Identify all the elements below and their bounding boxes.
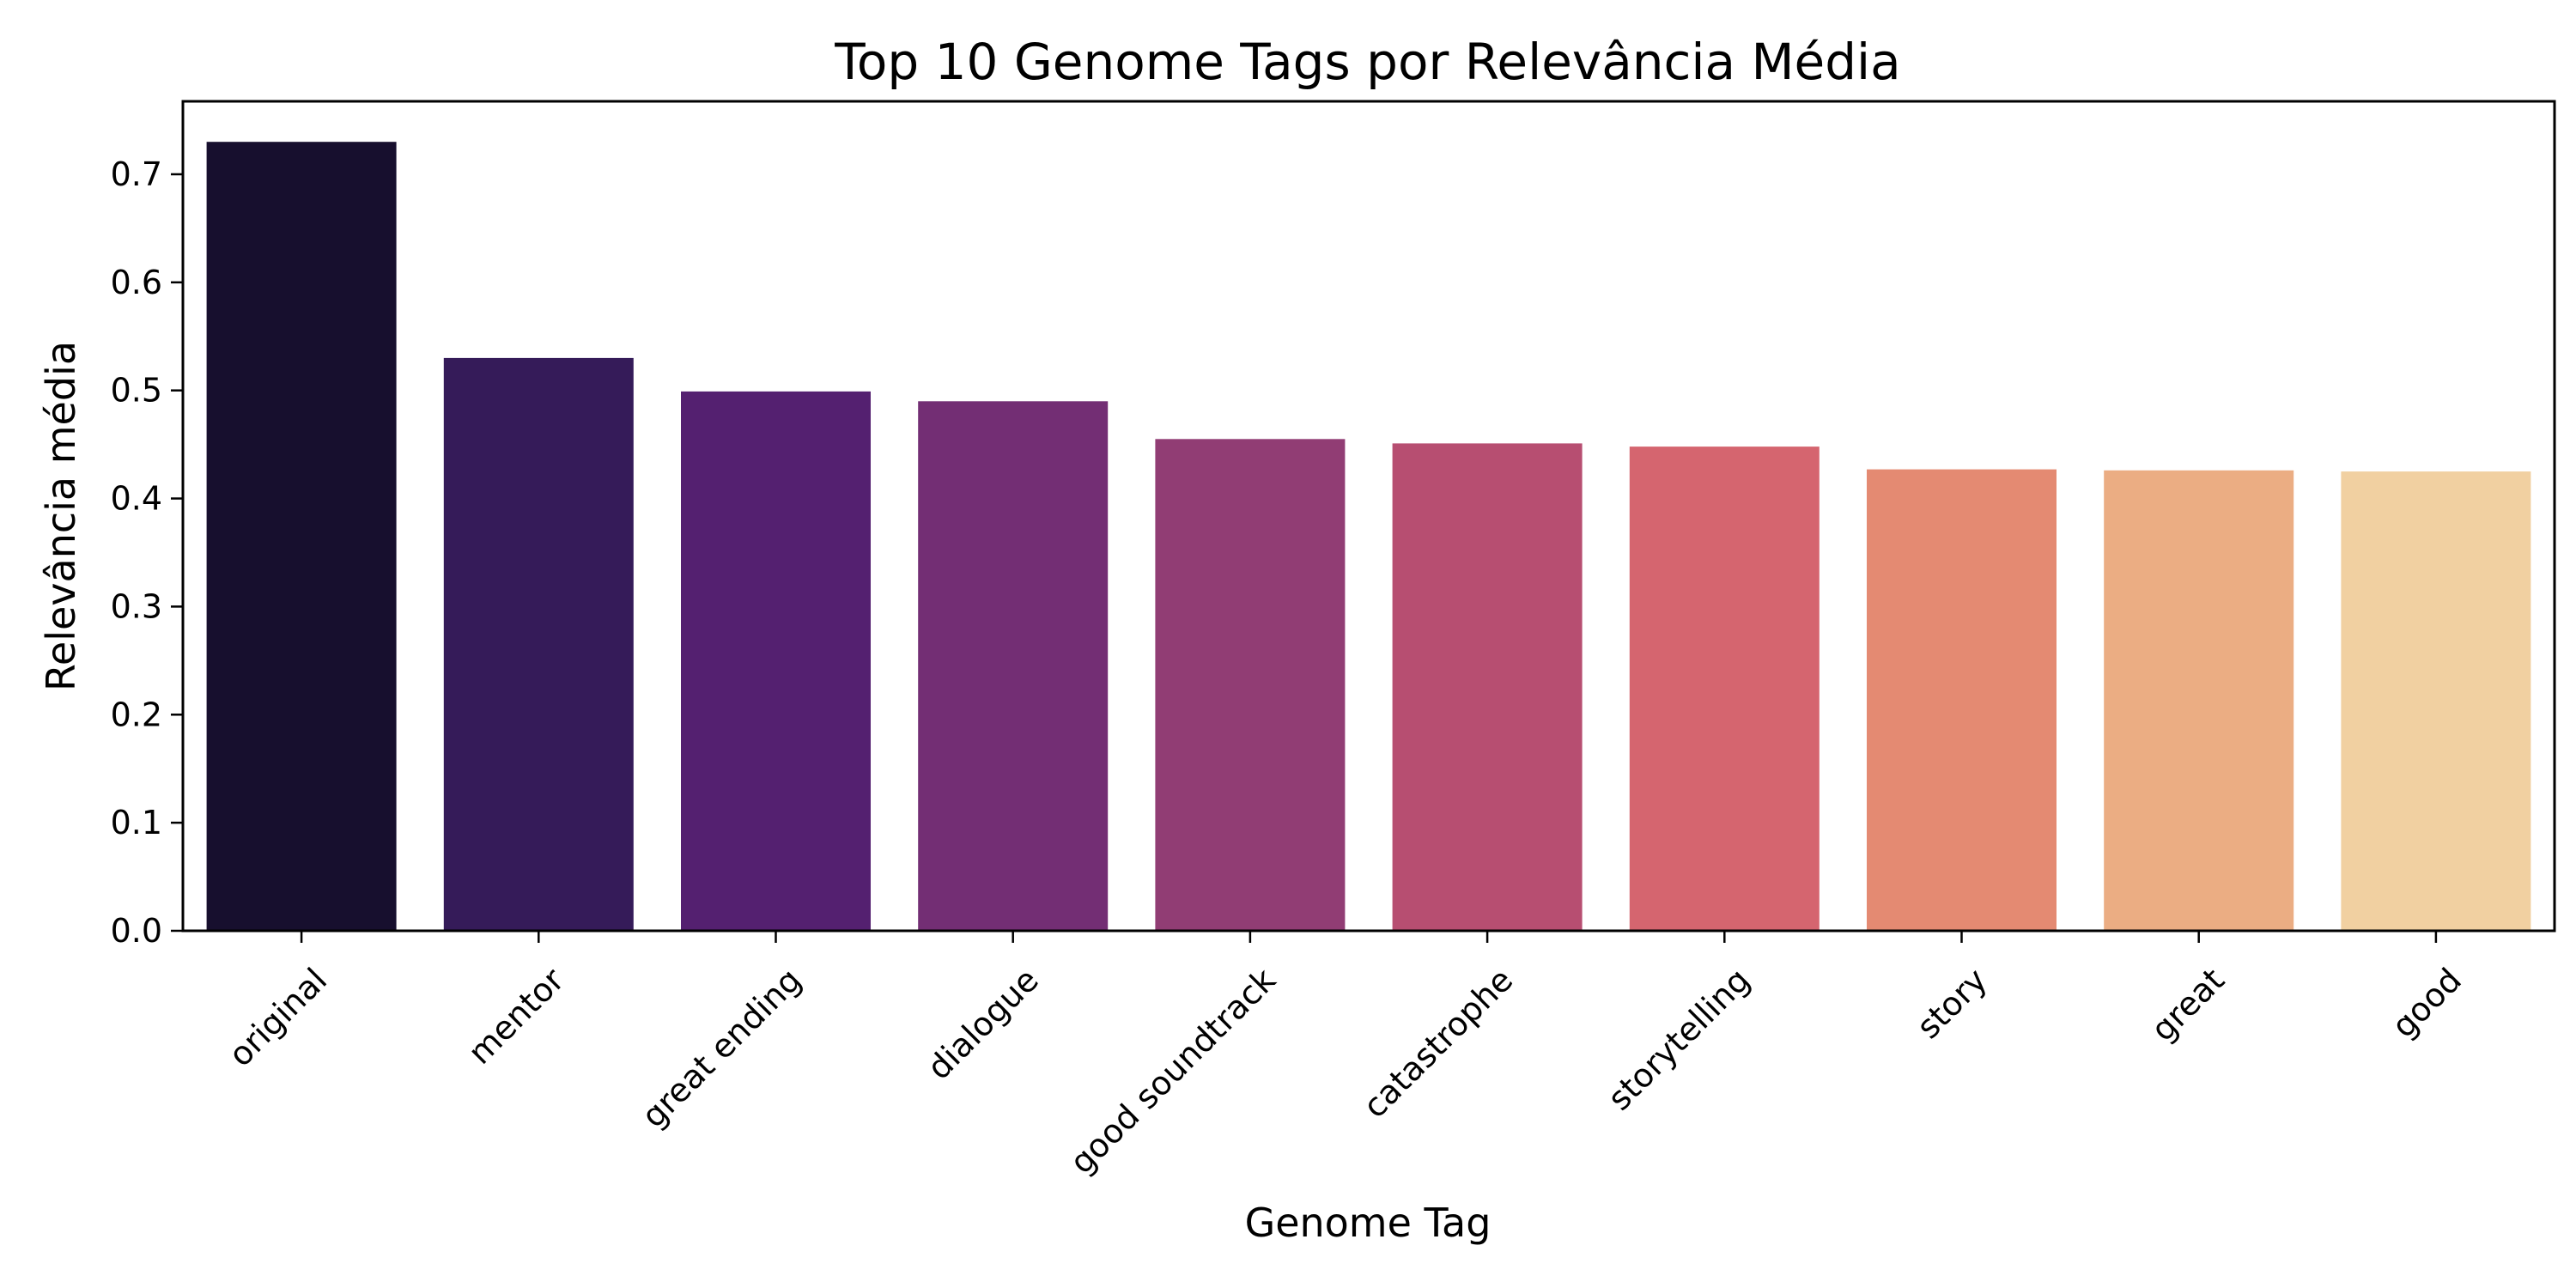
bars-group [206,142,2531,931]
x-tick-label: dialogue [920,961,1046,1087]
y-axis: 0.0 0.1 0.2 0.3 0.4 0.5 0.6 0.7 [111,155,183,950]
bar-good [2341,471,2531,931]
bar-story [1867,469,2057,931]
bar-great-ending [681,391,871,931]
x-axis-label: Genome Tag [1245,1200,1492,1246]
x-tick-label: mentor [461,961,572,1072]
bar-catastrophe [1392,443,1583,931]
plot-frame [181,100,2556,933]
y-tick-label: 0.5 [111,372,162,410]
y-tick-label: 0.2 [111,696,162,733]
chart-title: Top 10 Genome Tags por Relevância Média [834,33,1900,91]
y-tick-label: 0.3 [111,587,162,625]
x-axis: original mentor great ending dialogue good s… [222,931,2469,1182]
x-tick-label: storytelling [1601,961,1758,1118]
y-tick-label: 0.4 [111,480,162,518]
x-tick-label: great ending [635,961,809,1135]
bar-great [2104,470,2294,931]
y-axis-label: Relevância média [38,341,84,691]
bar-mentor [443,357,634,931]
x-tick-label: story [1910,961,1995,1046]
y-tick-label: 0.0 [111,912,162,950]
y-tick-label: 0.1 [111,804,162,841]
y-tick-label: 0.6 [111,264,162,301]
x-tick-label: good soundtrack [1062,961,1283,1182]
bar-storytelling [1629,447,1820,931]
x-tick-label: original [222,961,335,1074]
x-tick-label: great [2144,961,2232,1048]
bar-good-soundtrack [1155,439,1346,931]
bar-original [206,142,397,931]
x-tick-label: good [2385,961,2469,1045]
x-tick-label: catastrophe [1356,961,1520,1125]
bar-dialogue [918,401,1109,931]
y-tick-label: 0.7 [111,155,162,193]
